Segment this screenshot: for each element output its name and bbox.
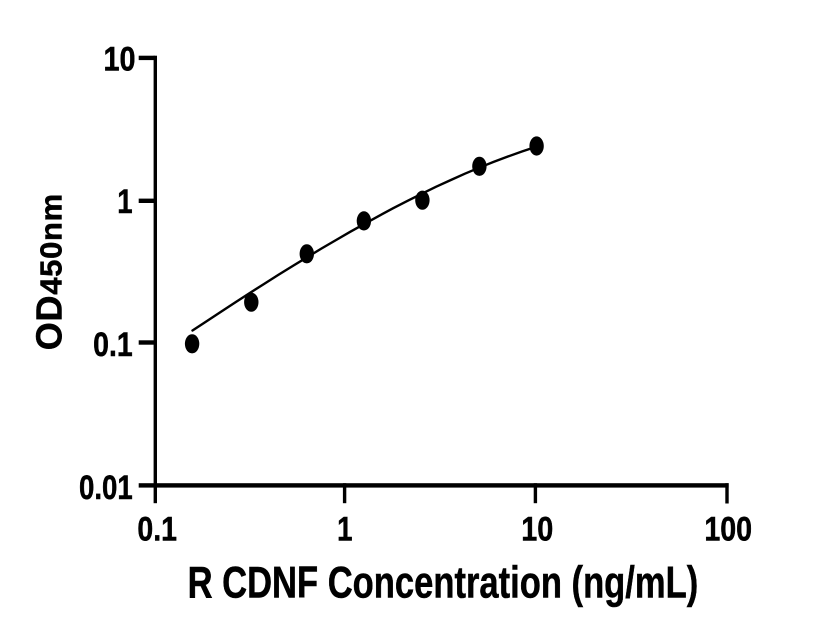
- svg-text:OD450nm: OD450nm: [29, 193, 70, 350]
- svg-text:0.1: 0.1: [93, 324, 133, 363]
- svg-text:1: 1: [117, 182, 132, 221]
- svg-text:1: 1: [337, 509, 352, 548]
- svg-text:0.01: 0.01: [79, 468, 133, 507]
- svg-text:100: 100: [704, 509, 752, 548]
- svg-text:10: 10: [103, 39, 135, 78]
- svg-text:R CDNF Concentration (ng/mL): R CDNF Concentration (ng/mL): [188, 558, 699, 607]
- svg-text:10: 10: [521, 509, 553, 548]
- svg-text:0.1: 0.1: [137, 509, 177, 548]
